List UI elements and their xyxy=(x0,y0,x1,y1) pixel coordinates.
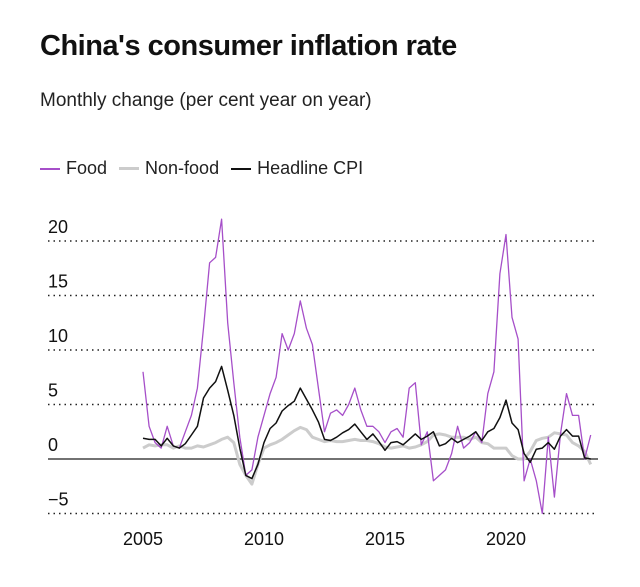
legend-item-non-food: Non-food xyxy=(119,158,219,179)
legend-swatch-food xyxy=(40,167,60,170)
chart-title: China's consumer inflation rate xyxy=(40,30,457,62)
y-tick-label: 10 xyxy=(48,326,68,346)
legend-swatch-non-food xyxy=(119,167,140,170)
x-tick-label: 2020 xyxy=(486,529,526,549)
legend-label-headline-cpi: Headline CPI xyxy=(257,158,364,178)
series-line-headline-cpi xyxy=(142,365,591,480)
legend-item-food: Food xyxy=(40,158,107,179)
y-tick-label: 15 xyxy=(48,272,68,292)
x-tick-label: 2010 xyxy=(244,529,284,549)
series-line-non-food xyxy=(142,425,593,486)
y-tick-label: 5 xyxy=(48,381,58,401)
y-tick-label: 20 xyxy=(48,217,68,237)
x-tick-label: 2015 xyxy=(365,529,405,549)
y-tick-label: −5 xyxy=(48,490,69,510)
legend-swatch-headline-cpi xyxy=(231,167,252,170)
series-line-food xyxy=(142,218,592,515)
chart-subtitle: Monthly change (per cent year on year) xyxy=(40,90,372,111)
y-tick-label: 0 xyxy=(48,435,58,455)
legend: Food Non-food Headline CPI xyxy=(40,158,363,179)
legend-label-non-food: Non-food xyxy=(145,158,220,178)
legend-item-headline-cpi: Headline CPI xyxy=(231,158,363,179)
legend-label-food: Food xyxy=(66,158,108,178)
x-tick-label: 2005 xyxy=(123,529,163,549)
